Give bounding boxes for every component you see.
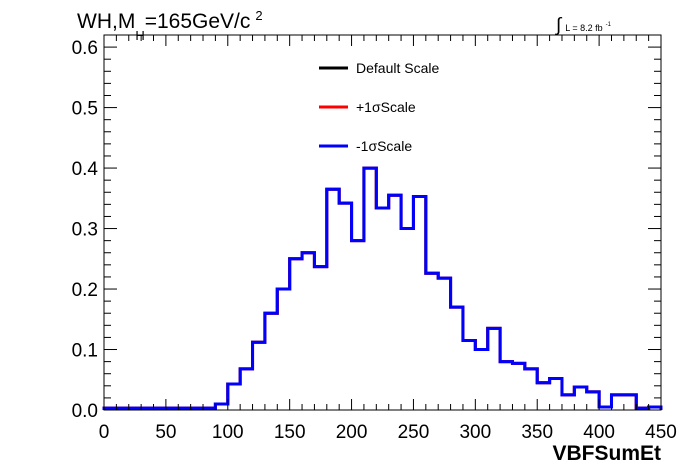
- legend-label-1: +1σScale: [356, 99, 416, 115]
- legend-label-2: -1σScale: [356, 138, 412, 154]
- x-tick-label: 50: [155, 422, 176, 443]
- y-tick-label: 0.1: [72, 341, 98, 362]
- x-tick-label: 400: [583, 422, 615, 443]
- y-tick-label: 0.0: [72, 401, 98, 422]
- axes: 0 50 100 150 200 250 300 350 400 450 0.0 0.1 0.2 0.3 0…: [72, 34, 677, 443]
- chart-title: WH,MH=165GeV/c 2: [77, 8, 263, 43]
- y-tick-label: 0.6: [72, 38, 98, 59]
- plot-frame: [103, 34, 662, 411]
- legend: Default Scale +1σScale -1σScale: [319, 60, 439, 154]
- x-tick-label: 150: [274, 422, 306, 443]
- integral-sign: ∫: [555, 15, 563, 36]
- y-tick-label: 0.4: [72, 159, 99, 180]
- x-tick-label: 250: [398, 422, 430, 443]
- luminosity-text: L = 8.2 fb: [565, 23, 602, 33]
- y-tick-label: 0.2: [72, 280, 98, 301]
- chart-title-rest: =165GeV/c: [145, 10, 251, 33]
- luminosity-annotation: ∫ L = 8.2 fb -1: [555, 15, 612, 36]
- chart-title-main: WH,M: [77, 10, 135, 33]
- luminosity-superscript: -1: [606, 22, 612, 28]
- y-tick-label: 0.5: [72, 99, 98, 120]
- y-tick-label: 0.3: [72, 220, 98, 241]
- legend-label-0: Default Scale: [356, 60, 439, 76]
- x-tick-label: 100: [212, 422, 244, 443]
- x-axis-label: VBFSumEt: [552, 442, 661, 465]
- x-tick-label: 200: [336, 422, 368, 443]
- x-tick-label: 350: [521, 422, 553, 443]
- x-tick-label: 450: [645, 422, 677, 443]
- plot-area: [102, 166, 663, 410]
- chart-title-superscript: 2: [255, 8, 262, 23]
- x-tick-label: 300: [459, 422, 491, 443]
- x-tick-label: 0: [99, 422, 110, 443]
- series-line-2: [102, 166, 663, 410]
